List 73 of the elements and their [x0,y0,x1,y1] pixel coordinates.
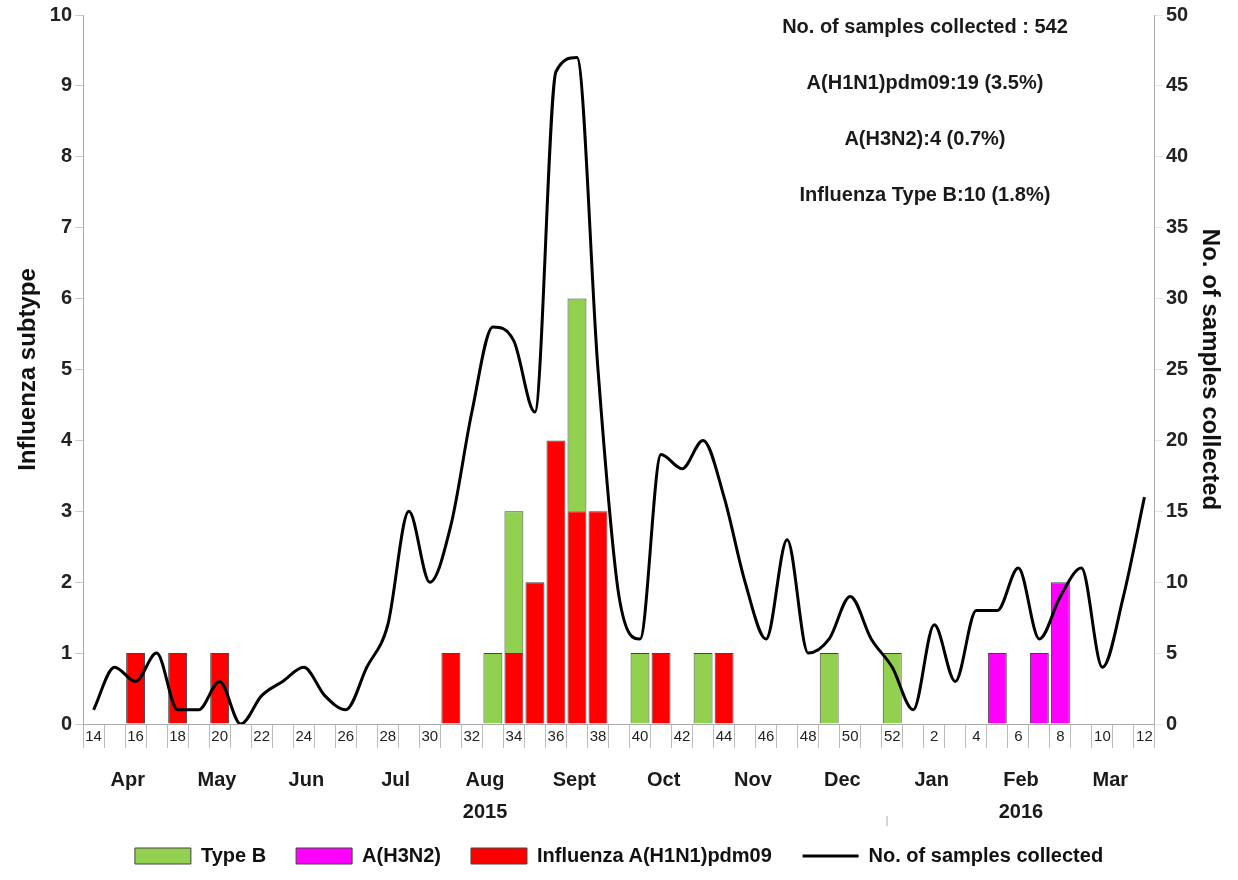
x-tick-label: 22 [253,727,271,745]
x-tick-label: 4 [972,727,981,745]
y2-tick-label: 5 [1165,640,1178,663]
line-series [92,56,1146,724]
x-tick-label: 24 [295,727,313,745]
legend-label: A(H3N2) [362,843,442,866]
annotation: No. of samples collected : 542 [782,14,1068,37]
y-tick-label: 4 [60,427,73,450]
text: May [197,767,238,790]
y2-tick-label: 50 [1165,2,1189,25]
y2-tick-label: 30 [1165,286,1189,309]
y-tick-label: 3 [60,498,73,521]
x-tick-label: 20 [211,727,229,745]
text: Sept [552,767,597,790]
y2-tick-label: 15 [1165,498,1189,521]
x-tick-label: 2 [930,727,939,745]
x-tick-label: 6 [1014,727,1023,745]
x-tick-label: 52 [883,727,901,745]
y-tick-label: 7 [60,215,73,238]
x-tick-label: 44 [715,727,733,745]
text: Jan [914,767,949,790]
x-tick-label: 18 [169,727,186,745]
y2-axis-title: No. of samples collected [1197,228,1225,511]
x-tick-label: 12 [1136,727,1153,745]
x-tick-label: 34 [505,727,523,745]
text: Apr [110,767,146,790]
y-tick-label: 5 [60,357,73,380]
text: Feb [1003,767,1039,790]
x-tick-label: 10 [1094,727,1111,745]
x-tick-label: 46 [757,727,775,745]
y-tick-label: 9 [60,73,73,96]
y-tick-label: 6 [60,286,73,309]
y2-tick-label: 20 [1165,427,1189,450]
x-tick-label: 16 [127,727,144,745]
y2-tick-label: 25 [1165,357,1189,380]
y2-tick-label: 45 [1165,73,1189,96]
text: 2016 [998,799,1044,822]
y2-tick-label: 40 [1165,144,1189,167]
y-tick-label: 10 [49,2,73,25]
text: Dec [823,767,861,790]
legend-label: Influenza A(H1N1)pdm09 [537,843,772,866]
x-tick-label: 14 [85,727,102,745]
text: Oct [646,767,681,790]
y-tick-label: 2 [60,569,73,592]
text: 2015 [462,799,508,822]
annotation: A(H3N2):4 (0.7%) [844,126,1006,149]
text: Jul [381,767,411,790]
annotation: A(H1N1)pdm09:19 (3.5%) [806,70,1044,93]
y-tick-label: 8 [60,144,73,167]
x-tick-label: 50 [841,727,859,745]
text: Mar [1092,767,1129,790]
text: Aug [465,767,505,790]
x-tick-label: 30 [421,727,439,745]
x-tick-label: 42 [673,727,691,745]
annotation: Influenza Type B:10 (1.8%) [799,182,1051,205]
x-tick-label: 38 [589,727,607,745]
x-tick-label: 8 [1056,727,1065,745]
y-tick-label: 1 [60,640,73,663]
x-tick-label: 26 [337,727,355,745]
y2-tick-label: 35 [1165,215,1189,238]
x-tick-label: 48 [799,727,817,745]
y2-tick-label: 10 [1165,569,1189,592]
x-tick-label: 40 [631,727,649,745]
y2-tick-label: 0 [1165,711,1178,734]
legend-label: Type B [200,843,267,866]
legend-label: No. of samples collected [868,843,1104,866]
x-tick-label: 36 [547,727,565,745]
x-tick-label: 28 [379,727,397,745]
text: Nov [734,767,773,790]
y-axis-title: Influenza subtype [13,268,41,471]
y-tick-label: 0 [60,711,73,734]
text: Jun [288,767,325,790]
x-tick-label: 32 [463,727,481,745]
